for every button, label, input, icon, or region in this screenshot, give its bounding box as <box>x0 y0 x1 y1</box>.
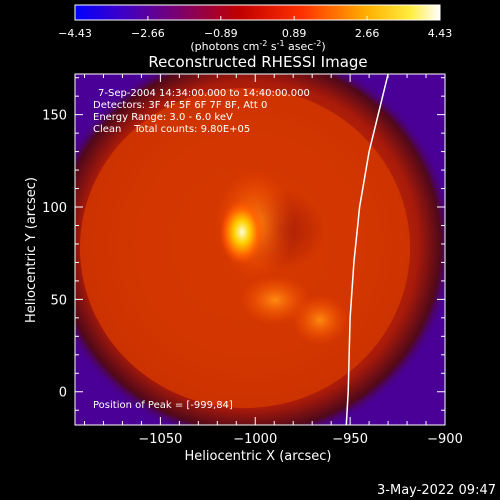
colorbar-tick-label: −4.43 <box>58 27 92 40</box>
info-line-1: 7-Sep-2004 14:34:00.000 to 14:40:00.000 <box>98 88 310 99</box>
colorbar-tick-label: 0.89 <box>282 27 307 40</box>
heatmap-image <box>75 74 445 425</box>
y-tick-label: 100 <box>42 201 67 216</box>
info-line-4: Clean Total counts: 9.80E+05 <box>93 124 250 135</box>
x-tick-label: −950 <box>332 432 368 447</box>
colorbar-tick-label: 2.66 <box>355 27 380 40</box>
colorbar-ticks: −4.43 −2.66 −0.89 0.89 2.66 4.43 <box>58 16 452 40</box>
y-tick-label: 0 <box>59 386 67 401</box>
peak-position-label: Position of Peak = [-999,84] <box>93 400 233 411</box>
y-axis-label: Heliocentric Y (arcsec) <box>24 177 39 323</box>
info-line-3: Energy Range: 3.0 - 6.0 keV <box>93 112 233 123</box>
x-tick-label: −1050 <box>138 432 182 447</box>
x-tick-label: −900 <box>427 432 463 447</box>
x-tick-label: −1000 <box>233 432 277 447</box>
peak-source <box>220 200 264 264</box>
footer-timestamp: 3-May-2022 09:47 <box>377 483 496 498</box>
solar-limb-line <box>345 74 389 425</box>
plot-frame <box>74 73 446 426</box>
colorbar-unit-label: (photons cm-2 s-1 asec-2) <box>190 39 325 53</box>
colorbar-tick-label: −2.66 <box>131 27 165 40</box>
colorbar-tick-label: −0.89 <box>204 27 238 40</box>
axes-ticks: −1050 −1000 −950 −900 0 50 100 150 <box>42 74 463 447</box>
info-line-2: Detectors: 3F 4F 5F 6F 7F 8F, Att 0 <box>93 100 267 111</box>
y-tick-label: 50 <box>50 293 67 308</box>
x-axis-label: Heliocentric X (arcsec) <box>185 449 332 464</box>
colorbar <box>74 4 441 21</box>
y-tick-label: 150 <box>42 109 67 124</box>
colorbar-tick-label: 4.43 <box>428 27 453 40</box>
chart-title: Reconstructed RHESSI Image <box>148 53 367 71</box>
